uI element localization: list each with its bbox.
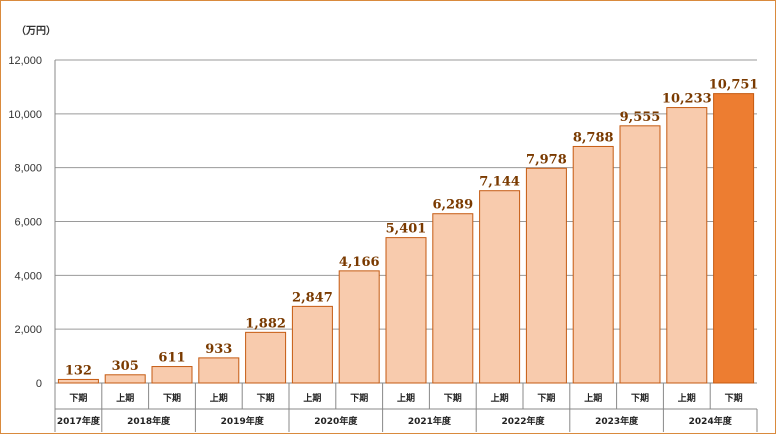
data-label: 4,166	[339, 255, 380, 270]
x-year-label: 2023年度	[595, 415, 639, 427]
bar	[104, 374, 146, 384]
data-label: 132	[65, 363, 92, 378]
x-half-label: 下期	[725, 392, 743, 404]
bar	[338, 270, 380, 384]
x-year-label: 2022年度	[501, 415, 545, 427]
y-tick-label: 10,000	[8, 109, 42, 121]
data-label: 611	[158, 351, 185, 366]
bar	[619, 125, 661, 384]
y-tick-label: 2,000	[14, 324, 42, 336]
x-axis: 下期 上期 下期 上期 下期 上期 下期 上期 下期 上期 下期 上期 下期 上期 下期 2017年度 2018…	[54, 383, 758, 432]
x-half-label: 下期	[631, 392, 649, 404]
x-half-label: 上期	[397, 392, 415, 404]
y-tick-label: 0	[36, 378, 42, 390]
unit-label: （万円）	[16, 24, 56, 37]
x-year-label: 2018年度	[127, 415, 171, 427]
bar	[385, 237, 427, 384]
data-label: 305	[112, 359, 139, 374]
x-half-label: 上期	[303, 392, 321, 404]
x-year-label: 2020年度	[314, 415, 358, 427]
y-tick-label: 8,000	[14, 163, 42, 175]
x-half-label: 上期	[584, 392, 602, 404]
bar	[245, 331, 287, 384]
bar	[151, 366, 193, 384]
bar	[432, 213, 474, 384]
data-label: 7,144	[479, 175, 520, 190]
bar	[291, 305, 333, 384]
x-year-label: 2017年度	[57, 415, 101, 427]
bar	[479, 190, 521, 384]
y-tick-label: 12,000	[8, 55, 42, 67]
y-axis-ticks: 0 2,000 4,000 6,000 8,000 10,000 12,000	[8, 55, 42, 390]
y-tick-label: 4,000	[14, 270, 42, 282]
x-year-label: 2021年度	[408, 415, 452, 427]
x-half-label: 上期	[491, 392, 509, 404]
data-label: 6,289	[432, 198, 473, 213]
bar	[572, 145, 614, 384]
bar	[713, 93, 755, 384]
data-label: 7,978	[526, 152, 567, 167]
x-half-label: 下期	[257, 392, 275, 404]
bars	[57, 93, 755, 384]
data-label: 10,751	[709, 78, 759, 93]
data-label: 9,555	[620, 110, 661, 125]
x-half-label: 下期	[537, 392, 555, 404]
x-half-label: 上期	[210, 392, 228, 404]
data-label: 933	[205, 342, 232, 357]
x-half-label: 下期	[163, 392, 181, 404]
x-half-label: 上期	[116, 392, 134, 404]
bar	[57, 378, 99, 384]
data-label: 8,788	[573, 130, 614, 145]
data-label: 1,882	[245, 316, 286, 331]
data-labels: 132 305 611 933 1,882 2,847 4,166 5,401 6,289 7,1…	[65, 78, 759, 379]
data-label: 2,847	[292, 290, 333, 305]
data-label: 10,233	[662, 92, 712, 107]
bar	[525, 167, 567, 384]
x-half-label: 上期	[678, 392, 696, 404]
data-label: 5,401	[386, 222, 427, 237]
bar	[666, 107, 708, 384]
x-year-label: 2019年度	[221, 415, 265, 427]
y-tick-label: 6,000	[14, 217, 42, 229]
x-half-label: 下期	[350, 392, 368, 404]
x-year-label: 2024年度	[689, 415, 733, 427]
bar	[198, 357, 240, 384]
x-half-label: 下期	[69, 392, 87, 404]
x-half-label: 下期	[444, 392, 462, 404]
